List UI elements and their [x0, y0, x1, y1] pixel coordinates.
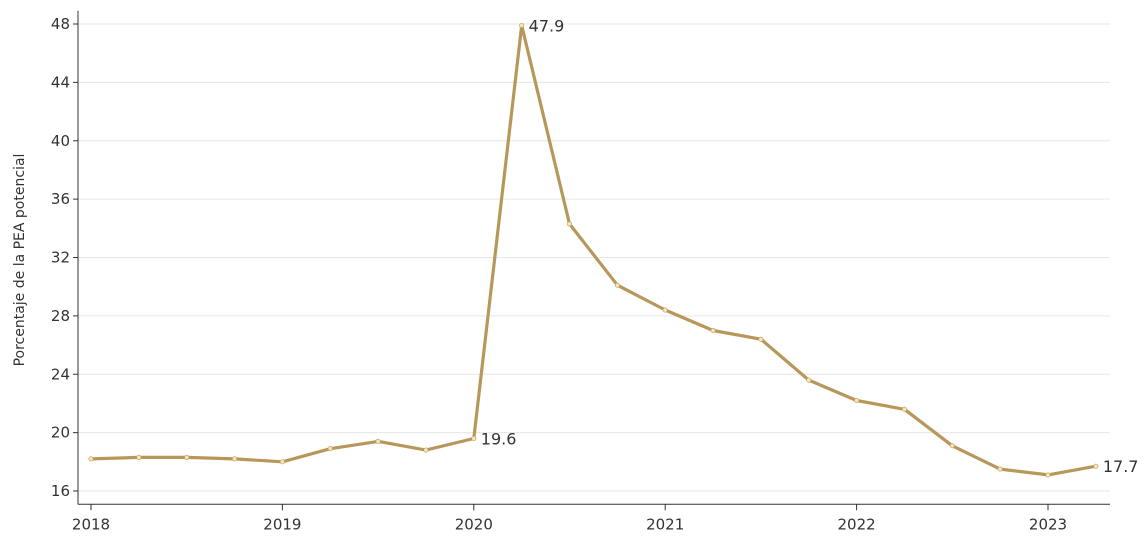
x-tick-label: 2020 [455, 515, 493, 533]
y-tick-label: 24 [51, 365, 70, 383]
data-point [710, 327, 716, 333]
data-point [327, 446, 333, 452]
data-point [88, 456, 94, 462]
data-point [566, 221, 572, 227]
x-tick-label: 2021 [646, 515, 684, 533]
data-label: 19.6 [481, 429, 517, 448]
y-tick-label: 40 [51, 132, 70, 150]
y-tick-label: 28 [51, 307, 70, 325]
data-point [471, 435, 477, 441]
y-tick-label: 32 [51, 249, 70, 267]
data-point [519, 22, 525, 28]
axes: 16 20 24 28 32 36 40 44 48 2018 2019 2020 2021 2022 20… [51, 10, 1110, 533]
y-tick-label: 48 [51, 15, 70, 33]
data-point [949, 443, 955, 449]
data-point [614, 282, 620, 288]
data-point [854, 398, 860, 404]
data-point [423, 447, 429, 453]
data-label: 47.9 [529, 16, 565, 35]
x-tick-label: 2018 [72, 515, 110, 533]
data-point [136, 454, 142, 460]
x-tick-label: 2019 [263, 515, 301, 533]
data-point [375, 438, 381, 444]
data-point [1093, 463, 1099, 469]
data-point [997, 466, 1003, 472]
data-point [901, 406, 907, 412]
y-axis-title: Porcentaje de la PEA potencial [12, 154, 28, 367]
data-point [279, 459, 285, 465]
data-point [1045, 472, 1051, 478]
data-point [758, 336, 764, 342]
series-line [89, 23, 1098, 477]
data-label: 17.7 [1103, 457, 1139, 476]
series [88, 22, 1099, 478]
y-tick-label: 44 [51, 73, 70, 91]
x-tick-label: 2023 [1029, 515, 1067, 533]
x-tick-label: 2022 [838, 515, 876, 533]
data-point [662, 307, 668, 313]
data-point [184, 454, 190, 460]
y-tick-label: 16 [51, 482, 70, 500]
data-labels: 19.6 47.9 17.7 [481, 16, 1139, 476]
data-point [232, 456, 238, 462]
y-tick-label: 20 [51, 424, 70, 442]
data-point [806, 377, 812, 383]
y-tick-label: 36 [51, 190, 70, 208]
